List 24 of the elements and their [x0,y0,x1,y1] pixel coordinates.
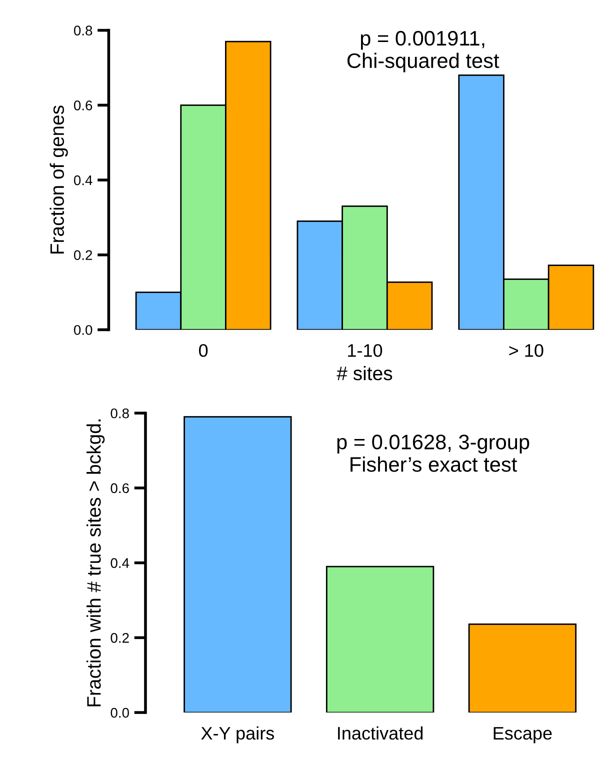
x-tick-label: > 10 [509,344,544,357]
x-axis-title: # sites [336,366,392,380]
y-axis-title: Fraction with # true sites > bckgd. [86,419,105,706]
y-tick-label: 0.8 [74,26,92,36]
x-tick-label: Escape [494,727,552,744]
annotation: p = 0.001911, Chi-squared test [347,30,500,72]
x-tick-label: 1-10 [348,344,382,357]
x-tick-label: X-Y pairs [201,726,274,744]
y-tick-label: 0.2 [110,633,129,643]
x-tick-label: 0 [198,344,208,357]
y-tick-label: 0.0 [110,708,129,718]
bar [184,416,292,713]
y-axis-title: Fraction of genes [50,106,68,254]
y-tick-label: 0.6 [110,483,129,494]
annotation: p = 0.01628, 3-group Fisher’s exact test [337,434,530,472]
x-tick-label: Inactivated [338,726,423,740]
bar [326,566,434,713]
y-tick-label: 0.0 [74,325,92,335]
y-tick-label: 0.8 [110,408,129,418]
y-tick-label: 0.6 [74,100,92,110]
y-tick-label: 0.4 [110,558,130,568]
y-tick-label: 0.4 [74,175,92,186]
y-tick-label: 0.2 [74,250,92,260]
bar [468,624,577,713]
